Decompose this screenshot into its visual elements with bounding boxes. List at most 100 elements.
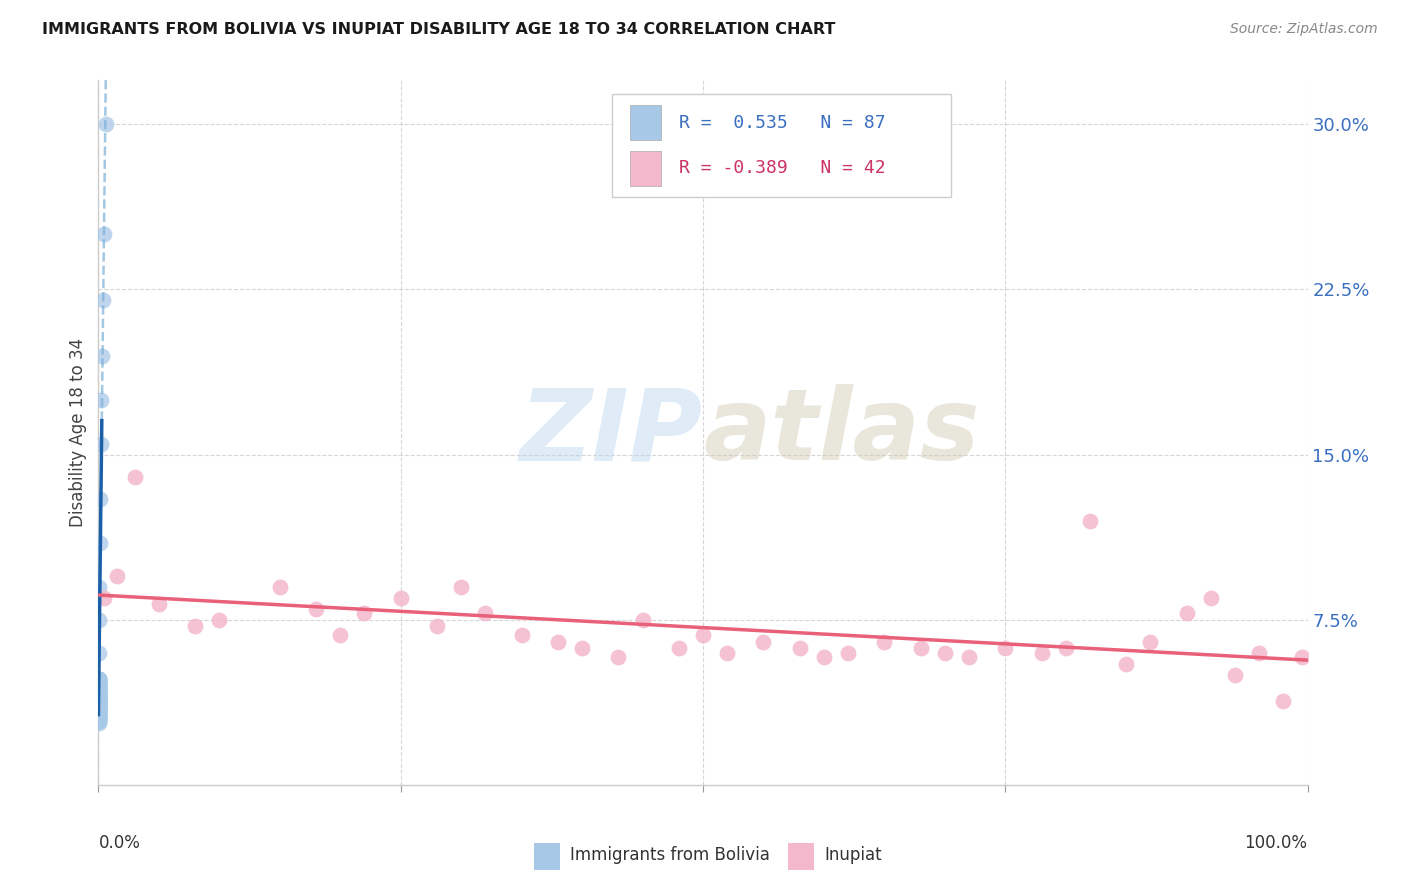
Point bbox=[87, 707, 110, 722]
Point bbox=[87, 694, 110, 708]
Point bbox=[87, 701, 110, 715]
Point bbox=[87, 698, 110, 713]
Point bbox=[87, 694, 110, 708]
Point bbox=[87, 676, 110, 690]
Point bbox=[353, 606, 375, 620]
Point bbox=[87, 697, 110, 711]
Point bbox=[87, 676, 110, 690]
Point bbox=[752, 635, 775, 649]
Point bbox=[87, 694, 110, 708]
Point bbox=[87, 709, 110, 723]
Point bbox=[87, 683, 110, 698]
Point bbox=[1249, 646, 1271, 660]
Point bbox=[87, 681, 110, 695]
Point bbox=[571, 641, 593, 656]
Point bbox=[87, 701, 110, 715]
Bar bbox=[787, 843, 814, 870]
Point bbox=[87, 681, 110, 695]
Point bbox=[87, 646, 110, 660]
Point bbox=[87, 712, 110, 726]
Point bbox=[87, 698, 110, 713]
Point bbox=[87, 685, 110, 699]
Y-axis label: Disability Age 18 to 34: Disability Age 18 to 34 bbox=[69, 338, 87, 527]
Point bbox=[89, 580, 111, 594]
Point bbox=[87, 706, 110, 720]
Point bbox=[910, 641, 932, 656]
Point bbox=[450, 580, 472, 594]
Point bbox=[87, 683, 110, 698]
Point bbox=[87, 698, 110, 713]
Point bbox=[87, 679, 110, 693]
Point bbox=[789, 641, 811, 656]
Point bbox=[87, 703, 110, 717]
Point bbox=[1139, 635, 1161, 649]
Point bbox=[94, 117, 117, 131]
Point bbox=[87, 701, 110, 715]
Text: Immigrants from Bolivia: Immigrants from Bolivia bbox=[569, 847, 770, 864]
Point bbox=[87, 690, 110, 704]
Point bbox=[474, 606, 496, 620]
Point bbox=[87, 694, 110, 708]
Point bbox=[87, 688, 110, 702]
Point bbox=[87, 688, 110, 702]
Point bbox=[90, 436, 112, 450]
Point bbox=[510, 628, 533, 642]
FancyBboxPatch shape bbox=[613, 95, 950, 196]
Point bbox=[1054, 641, 1077, 656]
Point bbox=[87, 679, 110, 693]
Point bbox=[208, 613, 231, 627]
Point bbox=[93, 227, 115, 242]
Point bbox=[91, 349, 114, 363]
Text: ZIP: ZIP bbox=[520, 384, 703, 481]
Point bbox=[87, 692, 110, 706]
Point bbox=[87, 692, 110, 706]
Bar bbox=[630, 151, 661, 186]
Point bbox=[87, 674, 110, 689]
Point bbox=[87, 697, 110, 711]
Point bbox=[87, 690, 110, 704]
Point bbox=[957, 650, 980, 665]
Point bbox=[87, 712, 110, 726]
Point bbox=[631, 613, 654, 627]
Point bbox=[87, 716, 110, 731]
Point bbox=[148, 598, 170, 612]
Point bbox=[87, 714, 110, 728]
Point bbox=[837, 646, 859, 660]
Point bbox=[87, 706, 110, 720]
Point bbox=[426, 619, 449, 633]
Text: Source: ZipAtlas.com: Source: ZipAtlas.com bbox=[1230, 22, 1378, 37]
Point bbox=[87, 697, 110, 711]
Point bbox=[607, 650, 630, 665]
Point bbox=[87, 688, 110, 702]
Point bbox=[87, 681, 110, 695]
Point bbox=[87, 701, 110, 715]
Point bbox=[87, 698, 110, 713]
Point bbox=[87, 694, 110, 708]
Point bbox=[87, 707, 110, 722]
Point bbox=[87, 692, 110, 706]
Point bbox=[87, 690, 110, 704]
Text: Inupiat: Inupiat bbox=[824, 847, 882, 864]
Text: atlas: atlas bbox=[703, 384, 980, 481]
Point bbox=[87, 673, 110, 687]
Point bbox=[124, 469, 146, 483]
Point bbox=[89, 491, 111, 506]
Point bbox=[90, 392, 112, 407]
Point bbox=[87, 613, 110, 627]
Point bbox=[87, 697, 110, 711]
Point bbox=[1115, 657, 1137, 671]
Point bbox=[1223, 668, 1246, 682]
Point bbox=[1078, 514, 1101, 528]
Point bbox=[87, 706, 110, 720]
Point bbox=[269, 580, 291, 594]
Point bbox=[87, 681, 110, 695]
Point bbox=[87, 685, 110, 699]
Text: R = -0.389   N = 42: R = -0.389 N = 42 bbox=[679, 160, 886, 178]
Point bbox=[93, 591, 115, 605]
Point bbox=[87, 688, 110, 702]
Point bbox=[87, 701, 110, 715]
Point bbox=[89, 535, 111, 549]
Point bbox=[716, 646, 738, 660]
Point bbox=[87, 676, 110, 690]
Text: 100.0%: 100.0% bbox=[1244, 834, 1308, 852]
